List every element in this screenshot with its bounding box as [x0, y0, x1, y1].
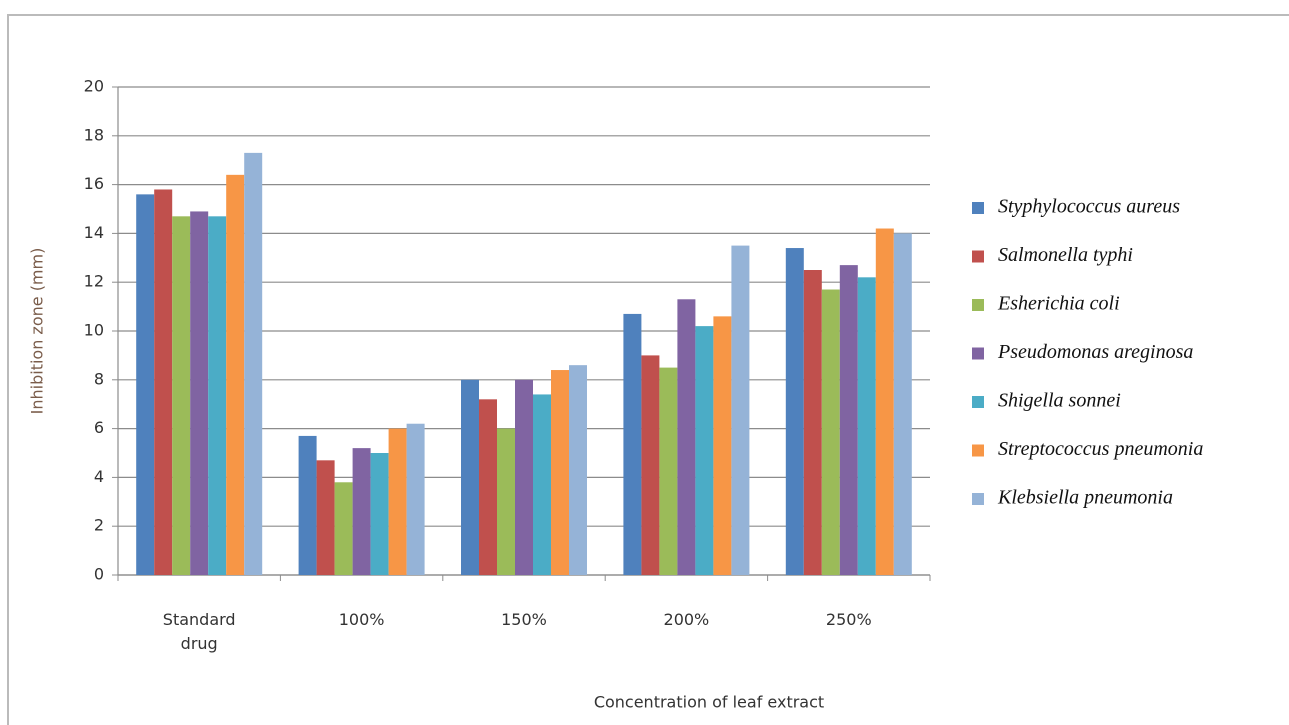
- x-axis-title: Concentration of leaf extract: [594, 693, 824, 712]
- bar: [785, 248, 804, 576]
- bar: [497, 428, 515, 575]
- y-tick-label: 16: [84, 174, 104, 193]
- bar: [406, 423, 425, 575]
- x-tick-label: 200%: [663, 610, 710, 629]
- y-tick-label: 8: [94, 369, 104, 388]
- legend-swatch: [972, 250, 984, 263]
- bar: [893, 233, 912, 575]
- bar: [731, 245, 750, 575]
- y-tick-label: 20: [84, 77, 104, 96]
- bar: [821, 289, 840, 575]
- bar: [172, 216, 191, 575]
- y-tick-label: 0: [94, 565, 104, 584]
- bar: [641, 355, 660, 575]
- y-tick-label: 12: [84, 272, 104, 291]
- bar: [154, 189, 173, 576]
- x-tick-label: 100%: [338, 610, 385, 629]
- bar: [857, 277, 876, 575]
- chart-frame: [7, 14, 1289, 725]
- bar: [839, 265, 858, 575]
- x-tick-label: Standard drug: [162, 610, 236, 653]
- y-tick-label: 14: [84, 223, 104, 242]
- bar: [551, 370, 569, 575]
- bar: [713, 316, 732, 575]
- bar: [677, 299, 696, 575]
- legend-label: Pseudomonas areginosa: [997, 341, 1193, 363]
- legend-label: Streptococcus pneumonia: [998, 438, 1203, 460]
- bar: [352, 448, 371, 575]
- bar: [875, 228, 894, 575]
- bar: [298, 435, 317, 575]
- y-tick-label: 10: [84, 321, 104, 340]
- bar: [208, 216, 227, 575]
- x-tick-label: 250%: [825, 610, 872, 629]
- bar: [461, 379, 479, 575]
- y-tick-label: 6: [94, 418, 104, 437]
- bar: [244, 152, 263, 575]
- bar: [388, 428, 407, 575]
- legend-label: Salmonella typhi: [998, 244, 1133, 266]
- bar: [190, 211, 209, 575]
- bar: [695, 326, 714, 575]
- legend-swatch: [972, 299, 984, 311]
- legend: Styphylococcus aureus Salmonella typhi Esh…: [972, 196, 1203, 509]
- y-tick-label: 18: [84, 125, 104, 144]
- legend-swatch: [972, 202, 984, 214]
- bar: [623, 313, 642, 575]
- y-axis-title: Inhibition zone (mm): [28, 248, 47, 415]
- bar: [316, 460, 335, 575]
- bar: [479, 399, 497, 575]
- bar: [136, 194, 155, 576]
- legend-label: Shigella sonnei: [998, 390, 1121, 412]
- x-tick-label: 150%: [501, 610, 547, 629]
- legend-label: Esherichia coli: [997, 293, 1120, 315]
- legend-label: Klebsiella pneumonia: [997, 487, 1173, 509]
- bar: [334, 482, 353, 575]
- legend-swatch: [972, 444, 984, 457]
- bar: [803, 270, 822, 575]
- legend-swatch: [972, 396, 984, 408]
- bar: [515, 379, 533, 575]
- legend-swatch: [972, 347, 984, 360]
- bar: [659, 367, 678, 575]
- y-tick-label: 4: [94, 467, 104, 486]
- bar: [569, 365, 587, 575]
- legend-label: Styphylococcus aureus: [998, 196, 1180, 218]
- bar: [226, 174, 245, 575]
- y-tick-label: 2: [94, 516, 104, 535]
- legend-swatch: [972, 493, 984, 505]
- bar: [370, 453, 389, 575]
- bar: [533, 394, 551, 575]
